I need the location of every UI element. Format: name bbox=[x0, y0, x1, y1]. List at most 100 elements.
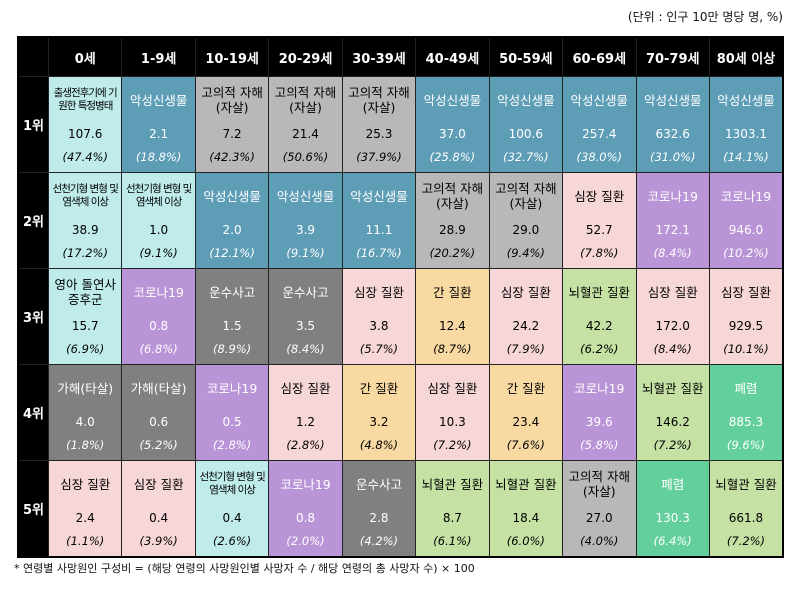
cause-share: (32.7%) bbox=[503, 150, 549, 164]
cause-share: (47.4%) bbox=[62, 150, 108, 164]
cause-share: (7.8%) bbox=[580, 246, 619, 260]
cause-cell: 악성신생물 2.0 (12.1%) bbox=[194, 172, 270, 269]
cell-content: 악성신생물 632.6 (31.0%) bbox=[637, 77, 709, 172]
corner-cell bbox=[17, 36, 49, 77]
column-header: 1-9세 bbox=[121, 36, 196, 77]
cause-cell: 코로나19 39.6 (5.8%) bbox=[562, 364, 637, 461]
death-rate: 3.9 bbox=[295, 222, 316, 237]
cause-cell: 코로나19 172.1 (8.4%) bbox=[635, 172, 710, 269]
death-rate: 15.7 bbox=[71, 318, 99, 333]
cause-name: 선천기형 변형 및 염색체 이상 bbox=[52, 183, 119, 208]
cell-content: 뇌혈관 질환 42.2 (6.2%) bbox=[563, 269, 635, 364]
cause-name: 고의적 자해(자살) bbox=[568, 469, 631, 499]
cause-share: (6.4%) bbox=[653, 534, 692, 548]
death-rate: 3.5 bbox=[295, 318, 316, 333]
cause-cell: 심장 질환 929.5 (10.1%) bbox=[708, 268, 784, 365]
death-rate: 0.6 bbox=[149, 414, 169, 429]
death-rate: 172.1 bbox=[655, 222, 690, 237]
death-rate: 0.5 bbox=[222, 414, 242, 429]
death-rate: 27.0 bbox=[585, 510, 613, 525]
table-row: 5위 심장 질환 2.4 (1.1%) 심장 질환 0.4 (3.9%) 선천기형 변형 및 … bbox=[17, 460, 784, 558]
cause-cell: 뇌혈관 질환 661.8 (7.2%) bbox=[708, 460, 784, 558]
cause-share: (25.8%) bbox=[429, 150, 476, 164]
death-rate: 107.6 bbox=[68, 126, 103, 141]
cause-name: 심장 질환 bbox=[647, 284, 698, 300]
cause-name: 악성신생물 bbox=[497, 92, 555, 108]
cause-cell: 선천기형 변형 및 염색체 이상 0.4 (2.6%) bbox=[194, 460, 270, 558]
cause-share: (9.4%) bbox=[506, 246, 545, 260]
cell-content: 코로나19 0.8 (2.0%) bbox=[269, 461, 341, 556]
ranking-table: 0세 1-9세 10-19세 20-29세 30-39세 40-49세 50-59세 60-6… bbox=[17, 36, 784, 558]
death-rate: 632.6 bbox=[655, 126, 690, 141]
cause-share: (6.1%) bbox=[433, 534, 472, 548]
death-rate: 1.5 bbox=[222, 318, 242, 333]
cause-cell: 코로나19 0.5 (2.8%) bbox=[194, 364, 270, 461]
cause-name: 폐렴 bbox=[734, 380, 758, 396]
cause-name: 코로나19 bbox=[280, 476, 331, 492]
death-rate: 1303.1 bbox=[724, 126, 767, 141]
cause-cell: 고의적 자해(자살) 28.9 (20.2%) bbox=[415, 172, 490, 269]
cause-cell: 고의적 자해(자살) 29.0 (9.4%) bbox=[488, 172, 564, 269]
cause-cell: 뇌혈관 질환 146.2 (7.2%) bbox=[635, 364, 710, 461]
cell-content: 악성신생물 2.0 (12.1%) bbox=[196, 173, 268, 268]
cause-name: 폐렴 bbox=[661, 476, 685, 492]
cause-name: 악성신생물 bbox=[570, 92, 629, 108]
cause-name: 영아 돌연사 증후군 bbox=[54, 277, 116, 307]
cell-content: 간 질환 23.4 (7.6%) bbox=[490, 365, 562, 460]
cell-content: 코로나19 0.5 (2.8%) bbox=[196, 365, 268, 460]
cell-content: 악성신생물 257.4 (38.0%) bbox=[563, 77, 635, 172]
column-header: 10-19세 bbox=[194, 36, 270, 77]
cell-content: 폐렴 130.3 (6.4%) bbox=[637, 461, 709, 556]
cause-cell: 간 질환 12.4 (8.7%) bbox=[415, 268, 490, 365]
cause-name: 심장 질환 bbox=[500, 284, 551, 300]
cause-share: (38.0%) bbox=[576, 150, 623, 164]
death-rate: 2.1 bbox=[149, 126, 169, 141]
cause-name: 선천기형 변형 및 염색체 이상 bbox=[126, 183, 192, 208]
cause-cell: 가해(타살) 4.0 (1.8%) bbox=[47, 364, 123, 461]
cell-content: 코로나19 946.0 (10.2%) bbox=[710, 173, 782, 268]
cause-cell: 악성신생물 632.6 (31.0%) bbox=[635, 76, 710, 173]
cell-content: 가해(타살) 0.6 (5.2%) bbox=[122, 365, 194, 460]
death-rate: 18.4 bbox=[512, 510, 540, 525]
cause-name: 가해(타살) bbox=[130, 380, 187, 396]
table-row: 3위 영아 돌연사 증후군 15.7 (6.9%) 코로나19 0.8 (6.8%) 운수사고… bbox=[17, 268, 784, 365]
cell-content: 심장 질환 52.7 (7.8%) bbox=[563, 173, 635, 268]
cause-name: 운수사고 bbox=[209, 284, 256, 300]
cause-share: (7.6%) bbox=[506, 438, 545, 452]
cause-share: (18.8%) bbox=[135, 150, 182, 164]
death-rate: 4.0 bbox=[75, 414, 95, 429]
death-rate: 257.4 bbox=[582, 126, 617, 141]
death-rate: 661.8 bbox=[728, 510, 764, 525]
cause-share: (4.2%) bbox=[359, 534, 399, 548]
cause-cell: 코로나19 946.0 (10.2%) bbox=[708, 172, 784, 269]
cause-share: (6.8%) bbox=[139, 342, 178, 356]
cause-name: 코로나19 bbox=[720, 188, 772, 204]
cell-content: 뇌혈관 질환 8.7 (6.1%) bbox=[416, 461, 488, 556]
cell-content: 폐렴 885.3 (9.6%) bbox=[710, 365, 782, 460]
cause-name: 운수사고 bbox=[355, 476, 402, 492]
cause-cell: 악성신생물 257.4 (38.0%) bbox=[562, 76, 637, 173]
cause-share: (2.6%) bbox=[212, 534, 252, 548]
cell-content: 고의적 자해(자살) 28.9 (20.2%) bbox=[416, 173, 488, 268]
cause-cell: 운수사고 2.8 (4.2%) bbox=[341, 460, 417, 558]
death-rate: 885.3 bbox=[728, 414, 764, 429]
cause-name: 운수사고 bbox=[282, 284, 329, 300]
cell-content: 선천기형 변형 및 염색체 이상 1.0 (9.1%) bbox=[122, 173, 194, 268]
cause-cell: 폐렴 885.3 (9.6%) bbox=[708, 364, 784, 461]
cell-content: 심장 질환 2.4 (1.1%) bbox=[49, 461, 121, 556]
cause-name: 코로나19 bbox=[647, 188, 698, 204]
cause-cell: 심장 질환 24.2 (7.9%) bbox=[488, 268, 564, 365]
cause-cell: 심장 질환 3.8 (5.7%) bbox=[341, 268, 417, 365]
cause-name: 고의적 자해(자살) bbox=[201, 85, 263, 115]
cell-content: 고의적 자해(자살) 21.4 (50.6%) bbox=[269, 77, 341, 172]
cause-cell: 악성신생물 2.1 (18.8%) bbox=[121, 76, 196, 173]
cell-content: 악성신생물 100.6 (32.7%) bbox=[490, 77, 562, 172]
cell-content: 심장 질환 929.5 (10.1%) bbox=[710, 269, 782, 364]
column-header: 30-39세 bbox=[341, 36, 417, 77]
cause-share: (7.2%) bbox=[726, 534, 766, 548]
cause-name: 뇌혈관 질환 bbox=[568, 284, 631, 300]
cause-name: 악성신생물 bbox=[423, 92, 482, 108]
cell-content: 고의적 자해(자살) 29.0 (9.4%) bbox=[490, 173, 562, 268]
cause-name: 코로나19 bbox=[133, 284, 184, 300]
cause-share: (4.8%) bbox=[359, 438, 399, 452]
